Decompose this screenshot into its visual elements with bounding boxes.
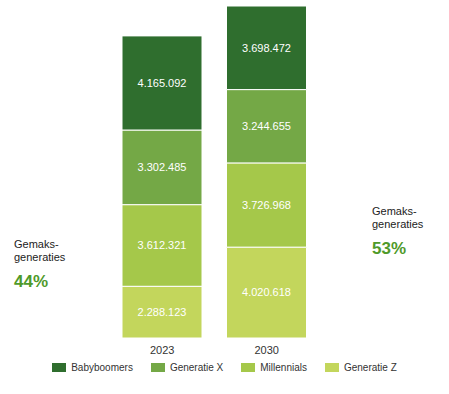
svg-text:4.165.092: 4.165.092 xyxy=(138,77,187,89)
html-text:Generatie X: Generatie X xyxy=(169,362,224,373)
html-text:generaties: generaties xyxy=(14,251,66,263)
html-text:Generatie Z: Generatie Z xyxy=(344,362,397,373)
svg-text:3.302.485: 3.302.485 xyxy=(138,161,187,173)
html-text:generaties: generaties xyxy=(372,218,424,230)
svg-text:4.020.618: 4.020.618 xyxy=(242,286,291,298)
html-text:Gemaks-: Gemaks- xyxy=(372,205,417,217)
svg-text:3.698.472: 3.698.472 xyxy=(242,42,291,54)
svg-text:3.612.321: 3.612.321 xyxy=(138,239,187,251)
html-text:44%: 44% xyxy=(14,272,48,291)
svg-text:2.288.123: 2.288.123 xyxy=(138,306,187,318)
html-text:Millennials: Millennials xyxy=(260,362,307,373)
html-text:53%: 53% xyxy=(372,239,406,258)
svg-text:2023: 2023 xyxy=(150,344,174,356)
svg-text:3.726.968: 3.726.968 xyxy=(242,199,291,211)
html-text:Babyboomers: Babyboomers xyxy=(71,362,133,373)
svg-text:2030: 2030 xyxy=(255,344,279,356)
svg-text:3.244.655: 3.244.655 xyxy=(242,120,291,132)
html-text:Gemaks-: Gemaks- xyxy=(14,238,59,250)
